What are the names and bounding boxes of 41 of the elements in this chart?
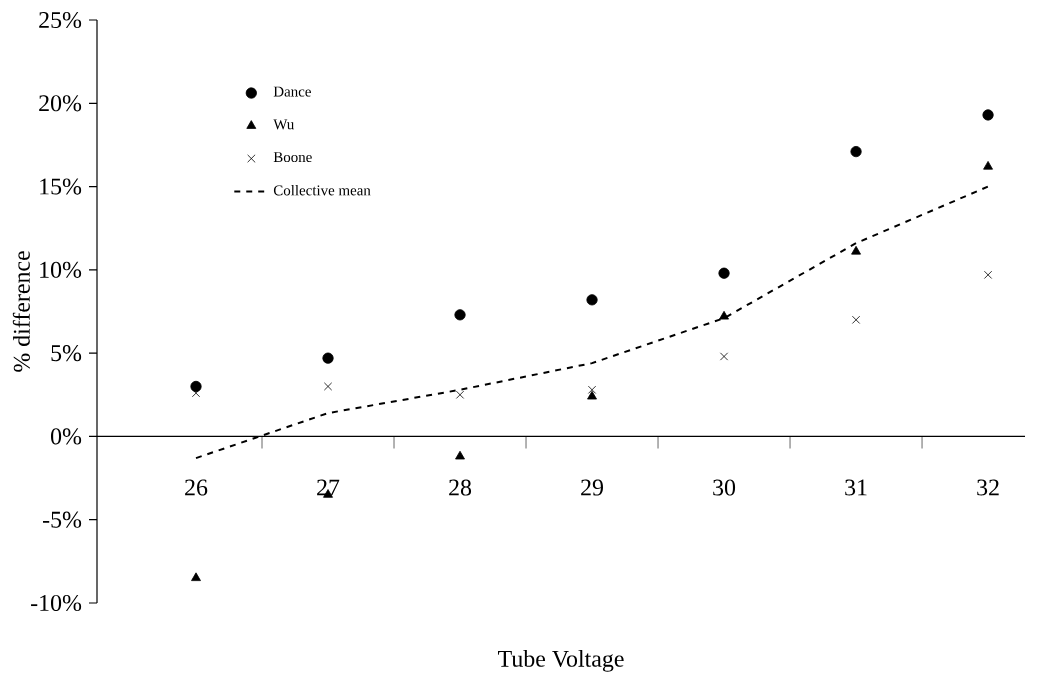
point <box>455 450 465 460</box>
x-tick-label: 26 <box>185 479 208 496</box>
point <box>322 352 334 364</box>
y-tick-label: 25% <box>39 11 82 29</box>
point <box>851 315 861 324</box>
y-tick-label: 10% <box>40 261 82 278</box>
y-tick-label: 5% <box>51 345 82 362</box>
point <box>586 294 598 306</box>
point <box>587 390 597 400</box>
y-axis-title: % difference <box>12 251 30 372</box>
point <box>851 245 861 255</box>
point <box>191 389 201 398</box>
x-tick-label: 28 <box>449 479 472 496</box>
legend-label: Collective mean <box>273 184 371 196</box>
point <box>719 352 729 361</box>
legend-label: Dance <box>273 86 311 97</box>
point <box>983 160 993 170</box>
point <box>718 267 730 279</box>
y-tick-label: 0% <box>50 428 82 445</box>
legend-label: Boone <box>273 152 312 163</box>
point <box>190 380 202 393</box>
x-tick-label: 27 <box>317 479 340 496</box>
x-tick-label: 31 <box>845 479 867 496</box>
x-tick-label: 32 <box>977 479 999 496</box>
point <box>587 385 597 394</box>
x-axis-title: Tube Voltage <box>498 650 624 672</box>
y-tick-label: 20% <box>39 95 82 112</box>
point <box>983 270 993 279</box>
y-tick-label: -10% <box>31 594 82 612</box>
point <box>191 572 201 582</box>
x-tick-label: 30 <box>713 479 736 496</box>
point <box>850 145 862 158</box>
point <box>719 310 729 320</box>
y-tick-label: 15% <box>40 178 82 195</box>
legend-label: Wu <box>273 119 295 130</box>
point <box>982 109 994 121</box>
point <box>454 309 466 321</box>
point <box>455 390 465 399</box>
y-tick-label: -5% <box>43 511 82 528</box>
point <box>323 382 333 391</box>
x-tick-label: 29 <box>581 479 603 496</box>
